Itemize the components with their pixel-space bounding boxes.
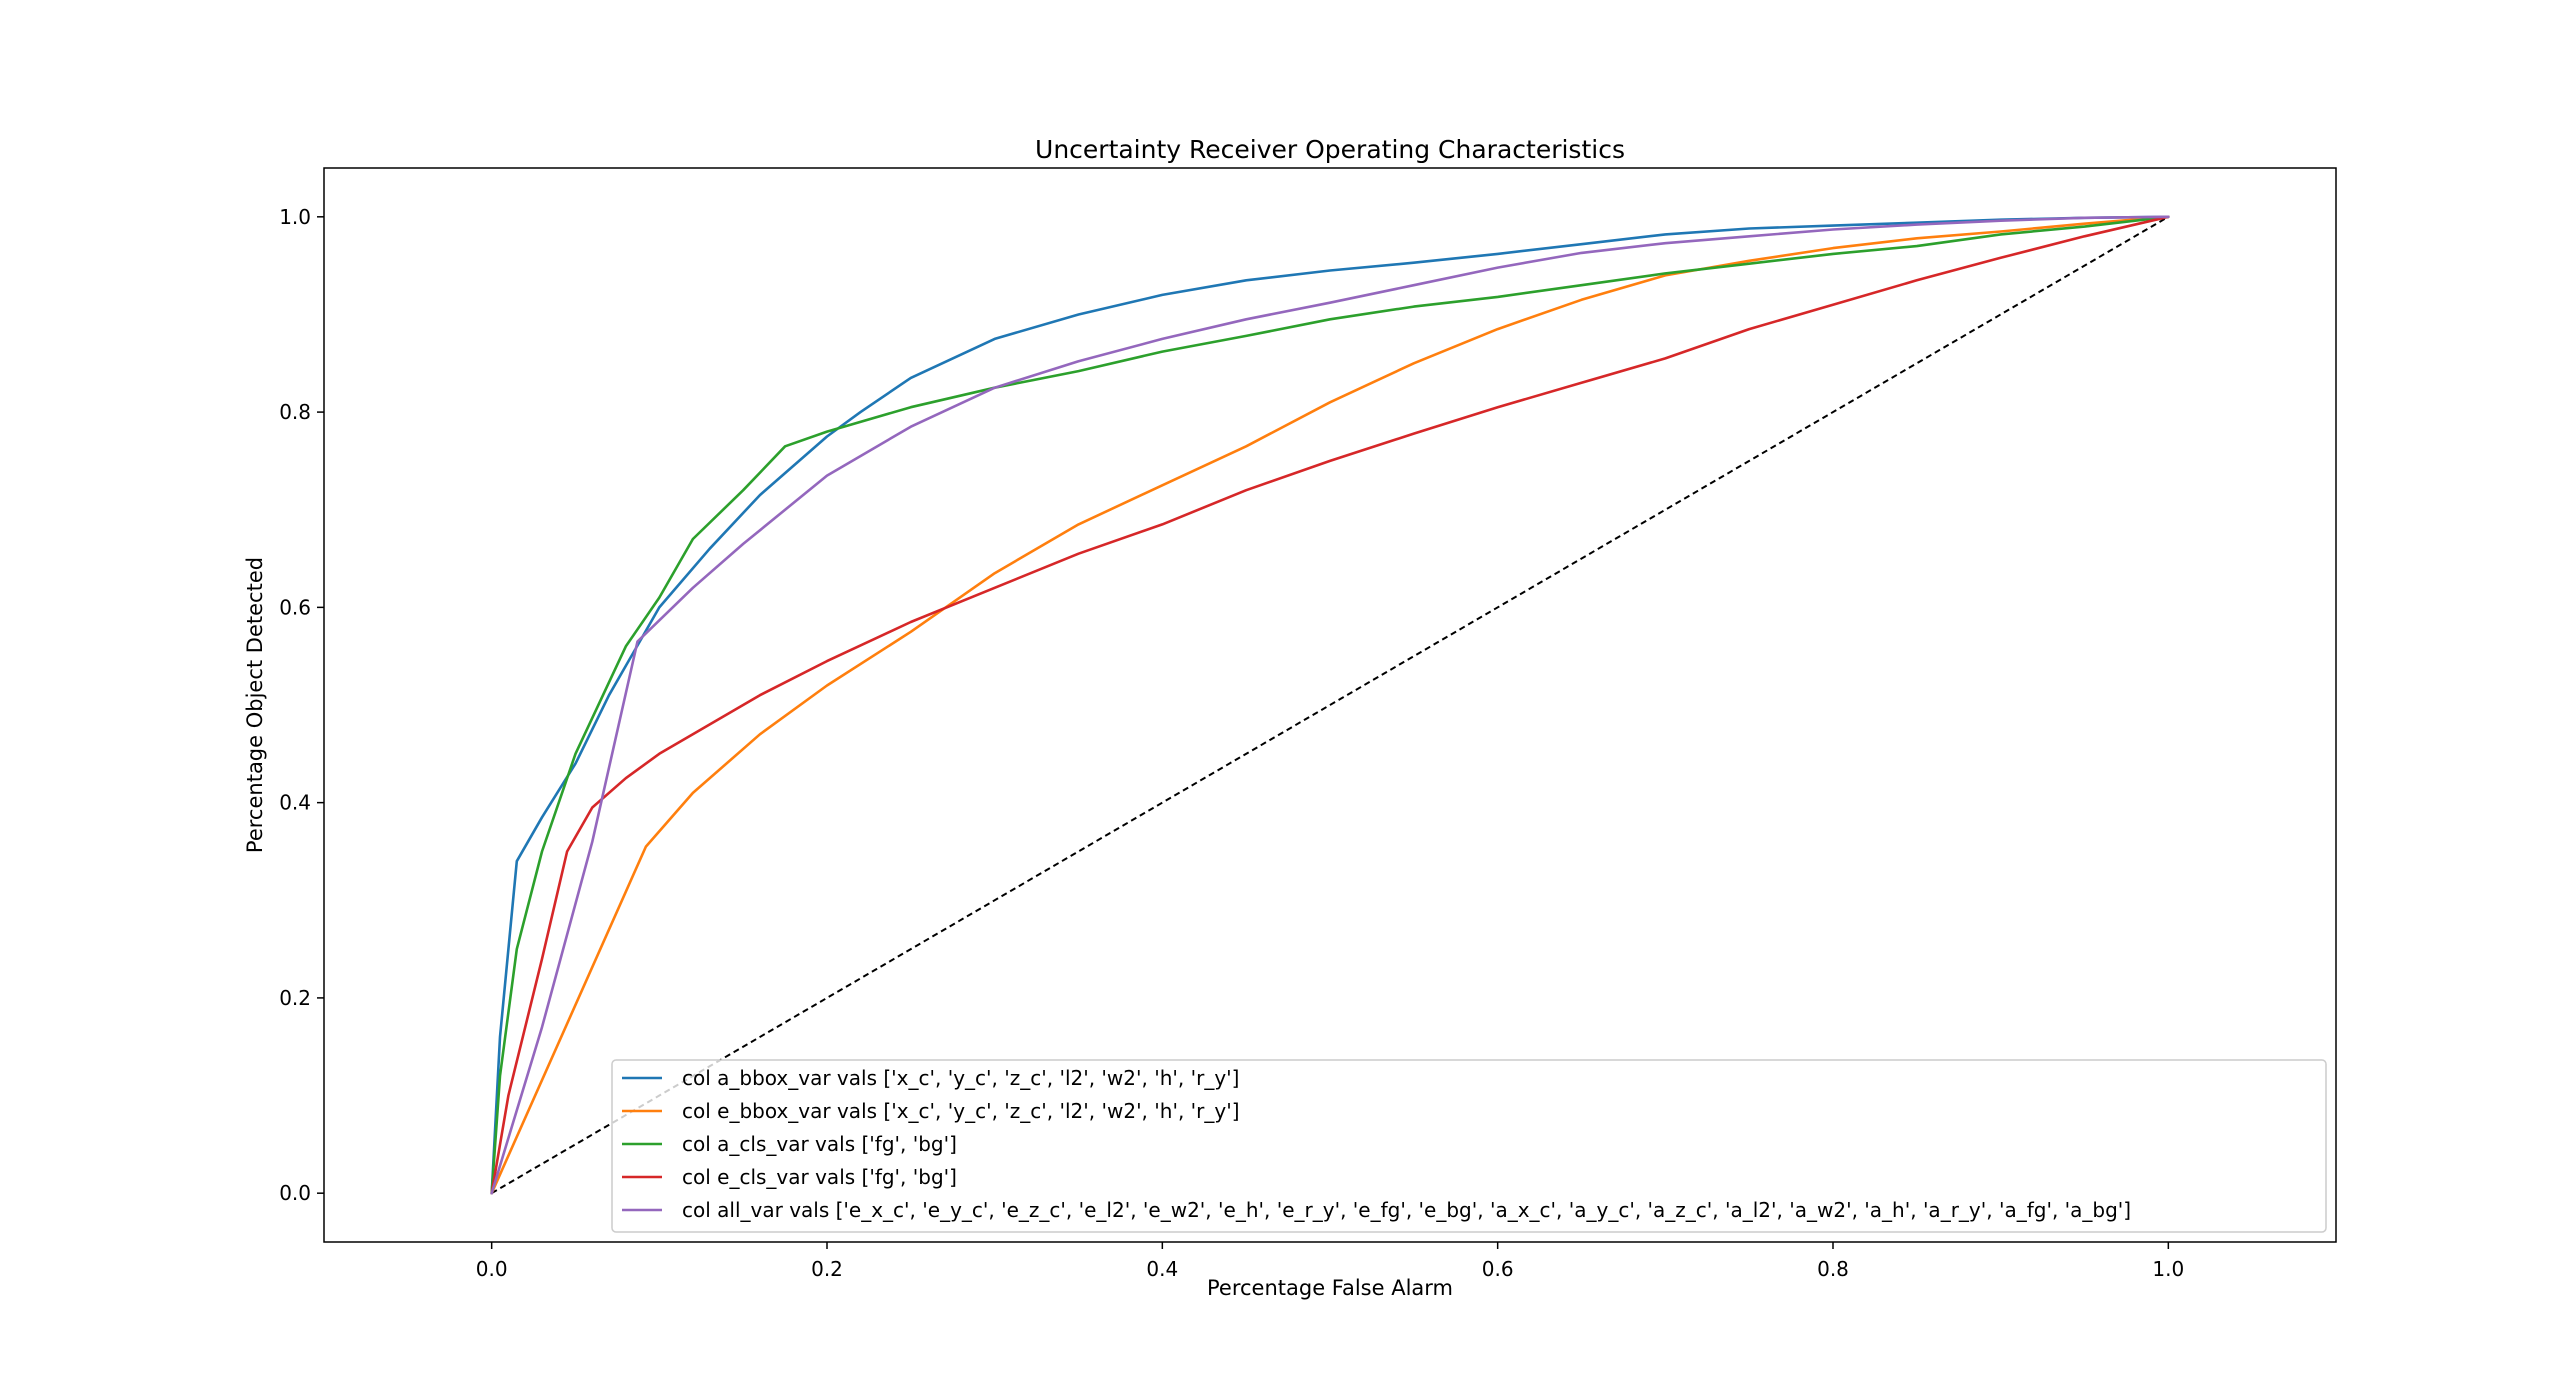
x-tick-label: 0.0 bbox=[476, 1257, 508, 1281]
series-line-1 bbox=[490, 215, 2170, 1195]
legend-box bbox=[611, 1059, 2327, 1233]
y-tick-label: 0.2 bbox=[279, 986, 311, 1010]
series-line-2 bbox=[490, 215, 2170, 1195]
series-line-4 bbox=[490, 215, 2170, 1195]
legend-label: col all_var vals ['e_x_c', 'e_y_c', 'e_z… bbox=[682, 1198, 2131, 1222]
y-tick-label: 0.6 bbox=[279, 595, 311, 619]
legend-label: col a_bbox_var vals ['x_c', 'y_c', 'z_c'… bbox=[682, 1066, 1239, 1090]
x-tick-label: 0.4 bbox=[1146, 1257, 1178, 1281]
legend: col a_bbox_var vals ['x_c', 'y_c', 'z_c'… bbox=[611, 1059, 2327, 1233]
x-axis-title: Percentage False Alarm bbox=[1207, 1276, 1453, 1300]
y-tick-label: 1.0 bbox=[279, 205, 311, 229]
y-axis: 0.0 0.2 0.4 0.6 0.8 1.0 bbox=[279, 205, 324, 1205]
y-tick-label: 0.4 bbox=[279, 791, 311, 815]
y-tick-label: 0.8 bbox=[279, 400, 311, 424]
x-tick-label: 1.0 bbox=[2152, 1257, 2184, 1281]
series-lines bbox=[490, 215, 2170, 1195]
series-line-3 bbox=[490, 215, 2170, 1195]
x-axis: 0.0 0.2 0.4 0.6 0.8 1.0 bbox=[476, 1242, 2184, 1281]
legend-label: col e_bbox_var vals ['x_c', 'y_c', 'z_c'… bbox=[682, 1099, 1240, 1123]
series-line-5 bbox=[490, 215, 2170, 1195]
y-tick-label: 0.0 bbox=[279, 1181, 311, 1205]
x-tick-label: 0.2 bbox=[811, 1257, 843, 1281]
x-tick-label: 0.6 bbox=[1482, 1257, 1514, 1281]
x-tick-label: 0.8 bbox=[1817, 1257, 1849, 1281]
y-axis-title: Percentage Object Detected bbox=[243, 557, 267, 853]
legend-label: col a_cls_var vals ['fg', 'bg'] bbox=[682, 1132, 957, 1156]
chart-title: Uncertainty Receiver Operating Character… bbox=[1035, 135, 1625, 164]
plot-area-frame bbox=[323, 167, 2337, 1243]
legend-label: col e_cls_var vals ['fg', 'bg'] bbox=[682, 1165, 957, 1189]
diagonal-reference-line bbox=[491, 215, 2169, 1195]
